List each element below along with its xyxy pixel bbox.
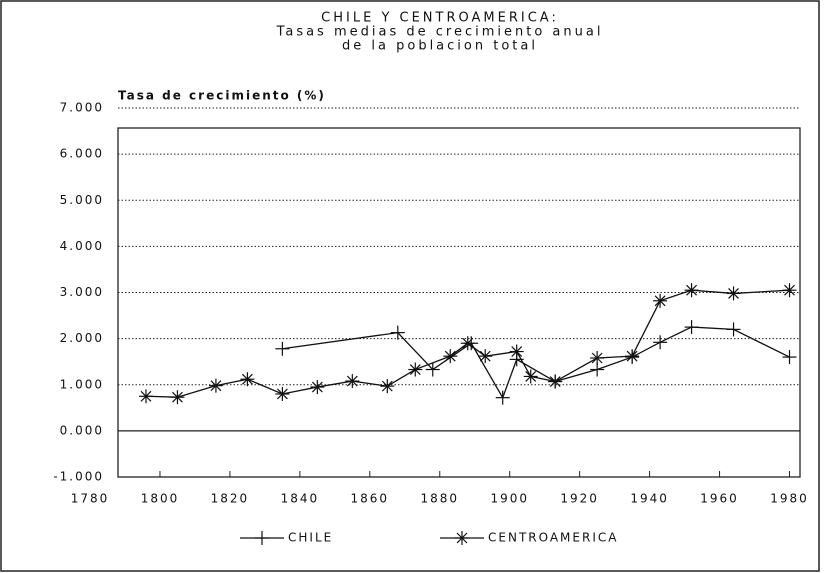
chart-title: Tasas medias de crecimiento anual	[276, 25, 604, 40]
x-tick-label: 1840	[281, 492, 320, 506]
x-tick-label: 1860	[351, 492, 390, 506]
x-tick-label: 1880	[420, 492, 459, 506]
marker-stroke	[172, 391, 183, 403]
x-tick-label: 1900	[490, 492, 529, 506]
x-tick-label: 1920	[560, 492, 599, 506]
y-tick-label: 0.000	[60, 423, 104, 437]
marker	[310, 380, 325, 395]
marker	[495, 390, 510, 405]
marker	[478, 349, 493, 364]
marker	[590, 350, 605, 365]
marker-stroke	[409, 364, 421, 375]
marker-stroke	[525, 371, 537, 382]
x-tick-label: 1980	[770, 492, 809, 506]
marker	[443, 349, 458, 364]
marker-stroke	[140, 390, 152, 402]
marker	[408, 362, 423, 377]
marker-stroke	[549, 376, 561, 387]
marker-stroke	[444, 350, 456, 362]
marker	[345, 374, 360, 389]
y-tick-label: 4.000	[60, 239, 104, 253]
marker	[726, 286, 741, 301]
legend-marker	[255, 531, 269, 545]
y-tick-label: -1.000	[53, 470, 104, 484]
y-tick-label: 7.000	[60, 101, 104, 115]
x-tick-label: 1940	[630, 492, 669, 506]
x-tick-label: 1960	[700, 492, 739, 506]
y-tick-label: 6.000	[60, 147, 104, 161]
y-tick-label: 3.000	[60, 285, 104, 299]
marker	[425, 362, 440, 377]
x-tick-label: 1820	[211, 492, 250, 506]
chart-title: de la poblacion total	[342, 39, 538, 54]
marker-stroke	[591, 352, 603, 364]
marker	[625, 349, 640, 364]
y-tick-label: 2.000	[60, 331, 104, 345]
marker	[275, 341, 290, 356]
marker-stroke	[479, 350, 491, 362]
legend-label: CENTROAMERICA	[488, 531, 618, 545]
chart-title: CHILE Y CENTROAMERICA:	[321, 11, 559, 26]
marker-stroke	[462, 337, 474, 349]
marker-stroke	[381, 380, 393, 392]
marker	[523, 369, 538, 384]
y-axis-label: Tasa de crecimiento (%)	[118, 89, 326, 103]
marker	[653, 335, 668, 350]
legend-label: CHILE	[288, 531, 333, 545]
marker	[684, 283, 699, 298]
marker	[240, 372, 255, 387]
marker-stroke	[686, 284, 698, 296]
marker	[548, 374, 563, 389]
marker	[782, 350, 797, 365]
marker	[684, 320, 699, 335]
marker-stroke	[784, 284, 795, 296]
legend-marker	[455, 531, 469, 545]
x-tick-label: 1800	[141, 492, 180, 506]
marker-stroke	[276, 388, 288, 400]
plot-frame	[117, 127, 801, 478]
marker	[460, 336, 475, 351]
marker-stroke	[241, 373, 253, 385]
marker-stroke	[728, 287, 739, 299]
marker-stroke	[511, 346, 523, 357]
x-tick-label: 1780	[71, 492, 110, 506]
series-line	[282, 326, 790, 400]
y-tick-label: 1.000	[60, 377, 104, 391]
marker	[726, 322, 741, 337]
marker	[138, 389, 153, 404]
marker	[509, 344, 524, 359]
marker	[380, 379, 395, 394]
marker-stroke	[311, 381, 323, 393]
marker-stroke	[626, 350, 638, 362]
marker-stroke	[654, 295, 666, 307]
marker	[653, 293, 668, 308]
marker	[208, 378, 223, 393]
marker-stroke	[210, 380, 222, 392]
marker	[170, 390, 185, 405]
marker	[390, 325, 405, 340]
marker	[275, 386, 290, 401]
marker-stroke	[456, 532, 468, 544]
marker	[782, 283, 797, 298]
marker-stroke	[346, 375, 358, 387]
y-tick-label: 5.000	[60, 193, 104, 207]
